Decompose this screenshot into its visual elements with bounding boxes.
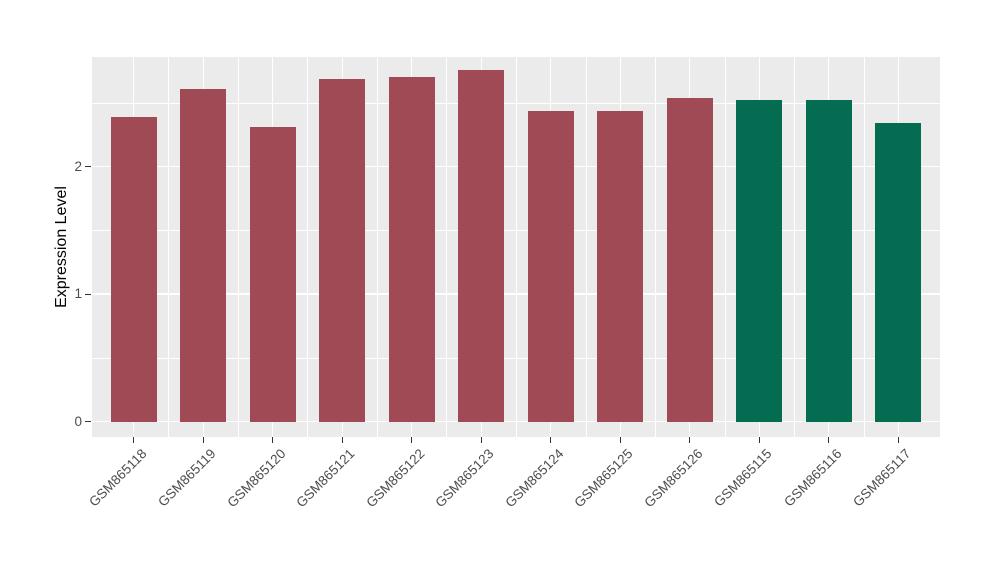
- x-axis-tick: [202, 437, 204, 443]
- y-axis-tick: [85, 166, 91, 168]
- gridline-minor-vertical: [516, 57, 517, 437]
- x-axis-tick: [758, 437, 760, 443]
- y-axis-tick-label: 1: [74, 286, 82, 302]
- y-axis-tick-label: 0: [74, 413, 82, 429]
- x-axis-tick: [411, 437, 413, 443]
- x-axis-tick-label: GSM865120: [224, 446, 289, 511]
- bar: [180, 88, 227, 422]
- bar: [666, 97, 713, 422]
- gridline-minor-vertical: [237, 57, 239, 437]
- x-axis-tick-label: GSM865124: [502, 446, 567, 511]
- bar: [319, 78, 366, 422]
- gridline-minor-vertical: [168, 57, 170, 437]
- gridline-minor-vertical: [376, 57, 378, 437]
- bar: [597, 110, 644, 422]
- x-axis-tick: [619, 437, 621, 443]
- bar: [875, 123, 922, 422]
- x-axis-tick: [689, 437, 691, 443]
- bar: [388, 77, 435, 422]
- gridline-minor-vertical: [446, 57, 448, 437]
- bar: [249, 127, 296, 422]
- x-axis-tick: [341, 437, 343, 443]
- x-axis-tick-label: GSM865125: [571, 446, 636, 511]
- bar: [736, 100, 783, 422]
- x-axis-tick: [133, 437, 135, 443]
- x-axis-tick-label: GSM865118: [85, 446, 150, 510]
- gridline-minor-vertical: [724, 57, 726, 437]
- x-axis-tick: [828, 437, 830, 443]
- x-axis-tick: [897, 437, 899, 443]
- gridline-minor-vertical: [655, 57, 656, 437]
- x-axis-tick-label: GSM865116: [780, 446, 845, 510]
- y-axis-tick: [85, 293, 91, 295]
- bar: [110, 116, 157, 422]
- gridline-minor-vertical: [863, 57, 865, 437]
- gridline-minor-vertical: [585, 57, 587, 437]
- gridline-minor-vertical: [307, 57, 309, 437]
- x-axis-tick-label: GSM865122: [363, 446, 428, 511]
- x-axis-tick-label: GSM865119: [155, 446, 219, 510]
- bar: [805, 100, 852, 422]
- x-axis-tick: [480, 437, 482, 443]
- x-axis-tick-label: GSM865126: [641, 446, 706, 511]
- x-axis-tick-label: GSM865121: [293, 446, 358, 511]
- gridline-minor-vertical: [794, 57, 795, 437]
- plot-panel: [92, 57, 940, 437]
- bar: [527, 110, 574, 422]
- x-axis-tick-label: GSM865117: [850, 446, 914, 510]
- x-axis-tick: [272, 437, 274, 443]
- x-axis-tick: [550, 437, 552, 443]
- x-axis-tick-label: GSM865123: [432, 446, 497, 511]
- y-axis-tick: [85, 421, 91, 423]
- y-axis-tick-label: 2: [74, 158, 82, 174]
- x-axis-tick-label: GSM865115: [711, 446, 775, 510]
- bar: [458, 69, 505, 422]
